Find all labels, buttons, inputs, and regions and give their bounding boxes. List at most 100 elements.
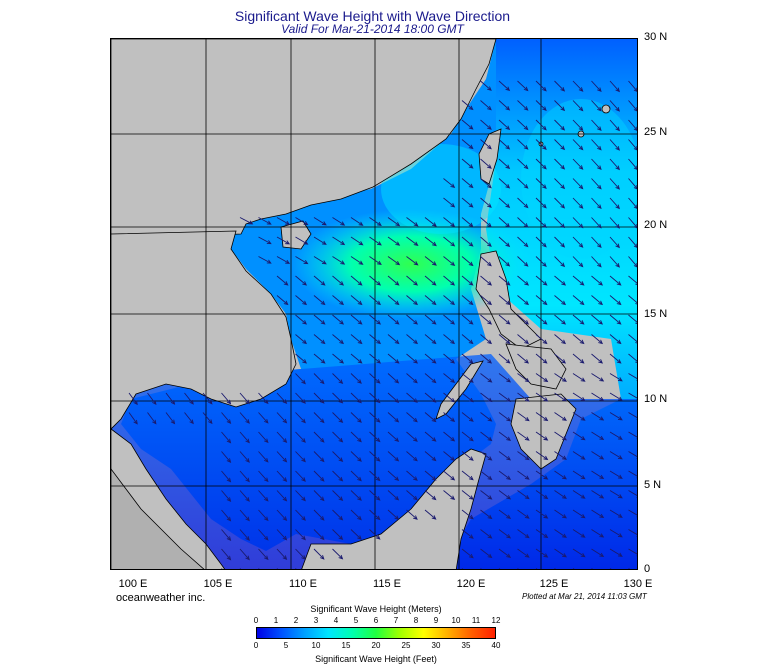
wave-direction-arrow [480, 451, 493, 461]
feet-tick-label: 25 [401, 641, 411, 650]
wave-direction-arrow [258, 217, 272, 225]
wave-direction-arrow [295, 451, 306, 463]
wave-direction-arrow [276, 256, 291, 264]
wave-direction-arrow [628, 158, 637, 170]
wave-direction-arrow [276, 490, 288, 502]
wave-direction-arrow [258, 236, 272, 245]
wave-direction-arrow [184, 392, 194, 405]
wave-direction-arrow [480, 334, 493, 345]
feet-tick-label: 40 [491, 641, 501, 650]
wave-direction-arrow [461, 412, 474, 422]
wave-height-map[interactable] [110, 38, 638, 570]
wave-direction-arrow [480, 275, 493, 286]
wave-direction-arrow [258, 509, 269, 522]
wave-direction-arrow [313, 295, 326, 306]
wave-direction-arrow [221, 431, 232, 444]
wave-direction-arrow [295, 373, 306, 385]
wave-direction-arrow [572, 334, 585, 345]
wave-direction-arrow [406, 236, 419, 247]
wave-direction-arrow [313, 490, 325, 502]
wave-direction-arrow [535, 275, 548, 286]
wave-direction-arrow [517, 334, 530, 345]
wave-direction-arrow [517, 256, 529, 267]
wave-direction-arrow [572, 119, 584, 131]
credit-text: oceanweather inc. [116, 592, 206, 604]
wave-direction-arrow [313, 529, 325, 541]
wave-direction-arrow [609, 490, 623, 499]
wave-direction-arrow [554, 334, 567, 345]
wave-direction-arrow [498, 451, 512, 461]
wave-direction-arrow [535, 451, 549, 461]
lon-label-110e: 110 E [289, 578, 317, 590]
wave-direction-arrow [609, 80, 620, 93]
wave-direction-arrow [369, 392, 381, 404]
wave-direction-arrow [609, 275, 622, 286]
wave-direction-arrow [387, 412, 400, 423]
wave-direction-arrow [350, 373, 362, 384]
wave-direction-arrow [591, 353, 604, 364]
legend-colorbar [256, 627, 496, 639]
wave-direction-arrow [461, 431, 474, 442]
wave-direction-arrow [591, 256, 602, 268]
wave-direction-arrow [609, 236, 620, 249]
wave-direction-arrow [221, 529, 232, 541]
wave-direction-arrow [258, 529, 269, 541]
wave-direction-arrow [387, 392, 400, 404]
wave-direction-arrow [443, 178, 456, 188]
wave-direction-arrow [461, 314, 474, 325]
wave-direction-arrow [535, 548, 549, 558]
wave-direction-arrow [628, 431, 637, 440]
wave-direction-arrow [387, 353, 400, 364]
wave-direction-arrow [387, 314, 400, 325]
meter-tick-label: 11 [471, 616, 481, 625]
wave-direction-arrow [295, 490, 306, 502]
wave-direction-arrow [295, 509, 306, 521]
wave-direction-arrow [332, 490, 344, 502]
wave-direction-arrow [369, 373, 381, 384]
wave-direction-arrow [609, 139, 620, 151]
wave-direction-arrow [461, 392, 474, 403]
wave-direction-arrow [498, 275, 511, 286]
wave-direction-arrow [535, 509, 549, 519]
wave-direction-arrow [572, 548, 586, 558]
wave-direction-arrow [554, 314, 567, 325]
wave-direction-arrow [350, 412, 362, 423]
wave-direction-arrow [239, 509, 250, 522]
wave-direction-arrow [535, 80, 547, 92]
lat-label-15n: 15 N [644, 308, 668, 320]
wave-direction-arrow [591, 275, 604, 286]
wave-direction-arrow [332, 275, 345, 286]
wave-direction-arrow [517, 295, 530, 306]
wave-direction-arrow [461, 119, 474, 130]
wave-direction-arrow [221, 412, 232, 424]
wave-direction-arrow [295, 314, 308, 325]
wave-direction-arrow [517, 529, 530, 539]
wave-direction-arrow [406, 392, 418, 403]
wave-direction-arrow [609, 334, 622, 345]
wave-direction-arrow [369, 412, 381, 423]
wave-direction-arrow [313, 470, 325, 482]
wave-direction-arrow [406, 470, 418, 481]
wave-direction-arrow [498, 490, 512, 500]
meter-tick-label: 9 [433, 616, 439, 625]
wave-direction-arrow [424, 275, 437, 286]
wave-direction-arrow [554, 217, 566, 229]
wave-direction-arrow [424, 236, 437, 247]
wave-direction-arrow [461, 548, 474, 559]
wave-direction-arrow [517, 392, 530, 402]
map-subtitle: Valid For Mar-21-2014 18:00 GMT [281, 22, 464, 36]
wave-direction-arrow [461, 139, 474, 150]
wave-direction-arrow [258, 548, 269, 561]
wave-direction-arrow [461, 334, 474, 345]
wave-direction-arrow [276, 470, 288, 483]
meter-tick-label: 5 [353, 616, 359, 625]
legend-feet-title: Significant Wave Height (Feet) [315, 654, 437, 664]
wave-direction-arrow [350, 295, 363, 306]
wave-direction-arrow [313, 256, 327, 265]
wave-direction-arrow [424, 334, 437, 345]
wave-direction-arrow [480, 158, 492, 169]
wave-direction-arrow [221, 470, 232, 483]
wave-direction-arrow [313, 236, 327, 245]
wave-direction-arrow [332, 509, 344, 521]
wave-direction-arrow [406, 314, 419, 325]
